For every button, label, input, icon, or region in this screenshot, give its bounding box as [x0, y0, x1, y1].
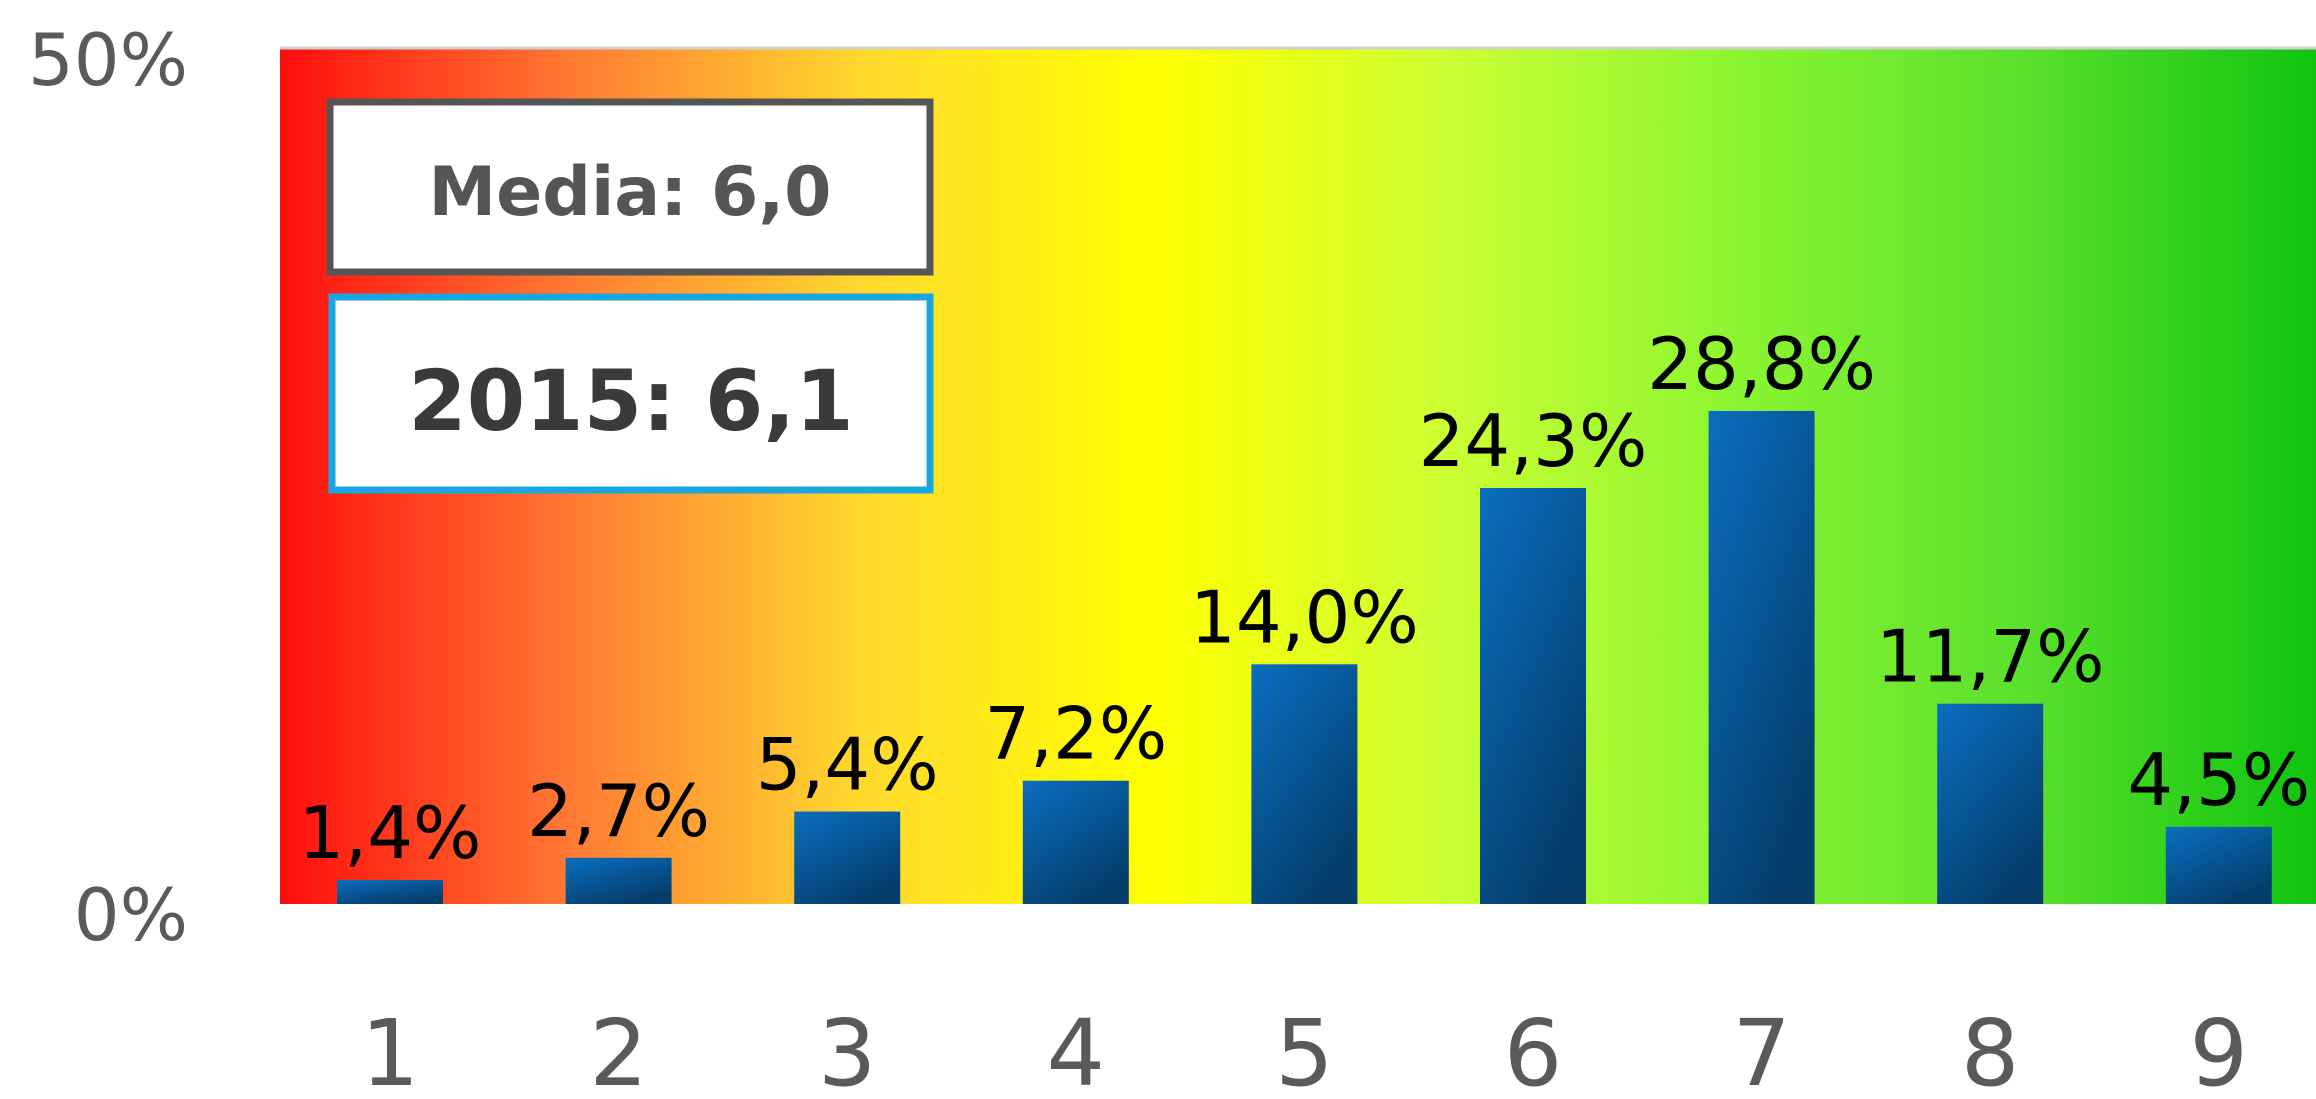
data-label-4: 7,2%	[984, 692, 1167, 776]
bar-9	[2165, 826, 2272, 904]
media-label: Media: 6,0	[429, 153, 832, 232]
bar-4	[1022, 780, 1129, 904]
data-label-9: 4,5%	[2127, 738, 2310, 822]
bar-1	[337, 880, 443, 904]
bar-2	[565, 857, 672, 904]
data-label-6: 24,3%	[1419, 399, 1648, 483]
data-label-8: 11,7%	[1876, 615, 2105, 699]
x-tick-8: 8	[1961, 1000, 2020, 1095]
x-tick-6: 6	[1504, 1000, 1563, 1095]
bar-7	[1708, 410, 1815, 904]
bars-layer	[337, 410, 2272, 904]
x-tick-4: 4	[1047, 1000, 1106, 1095]
y-tick-top: 50%	[28, 18, 188, 102]
x-tick-5: 5	[1275, 1000, 1334, 1095]
x-ticks-layer: 1 2 3 4 5 6 7 8 9	[361, 1000, 2249, 1099]
data-label-3: 5,4%	[756, 723, 939, 807]
data-label-2: 2,7%	[527, 769, 710, 853]
year-label: 2015: 6,1	[408, 352, 853, 450]
data-label-1: 1,4%	[299, 791, 482, 875]
x-tick-1: 1	[361, 1000, 420, 1095]
x-tick-9: 9	[2190, 1000, 2249, 1095]
media-annotation: Media: 6,0	[326, 98, 934, 276]
bar-6	[1480, 487, 1586, 904]
x-tick-2: 2	[589, 1000, 648, 1095]
data-label-5: 14,0%	[1190, 575, 1419, 659]
media-box	[326, 98, 934, 276]
y-tick-bottom: 0%	[74, 873, 188, 957]
bar-3	[794, 811, 901, 904]
year-box	[328, 293, 934, 494]
x-tick-7: 7	[1732, 1000, 1791, 1095]
bar-8	[1937, 703, 2044, 904]
x-tick-3: 3	[818, 1000, 877, 1095]
year-annotation: 2015: 6,1	[328, 293, 934, 494]
bar-5	[1251, 664, 1358, 904]
data-label-7: 28,8%	[1647, 322, 1876, 406]
data-labels-layer: 1,4% 2,7% 5,4% 7,2% 14,0% 24,3%28,8% 11,7% 4,5%	[299, 322, 2311, 875]
